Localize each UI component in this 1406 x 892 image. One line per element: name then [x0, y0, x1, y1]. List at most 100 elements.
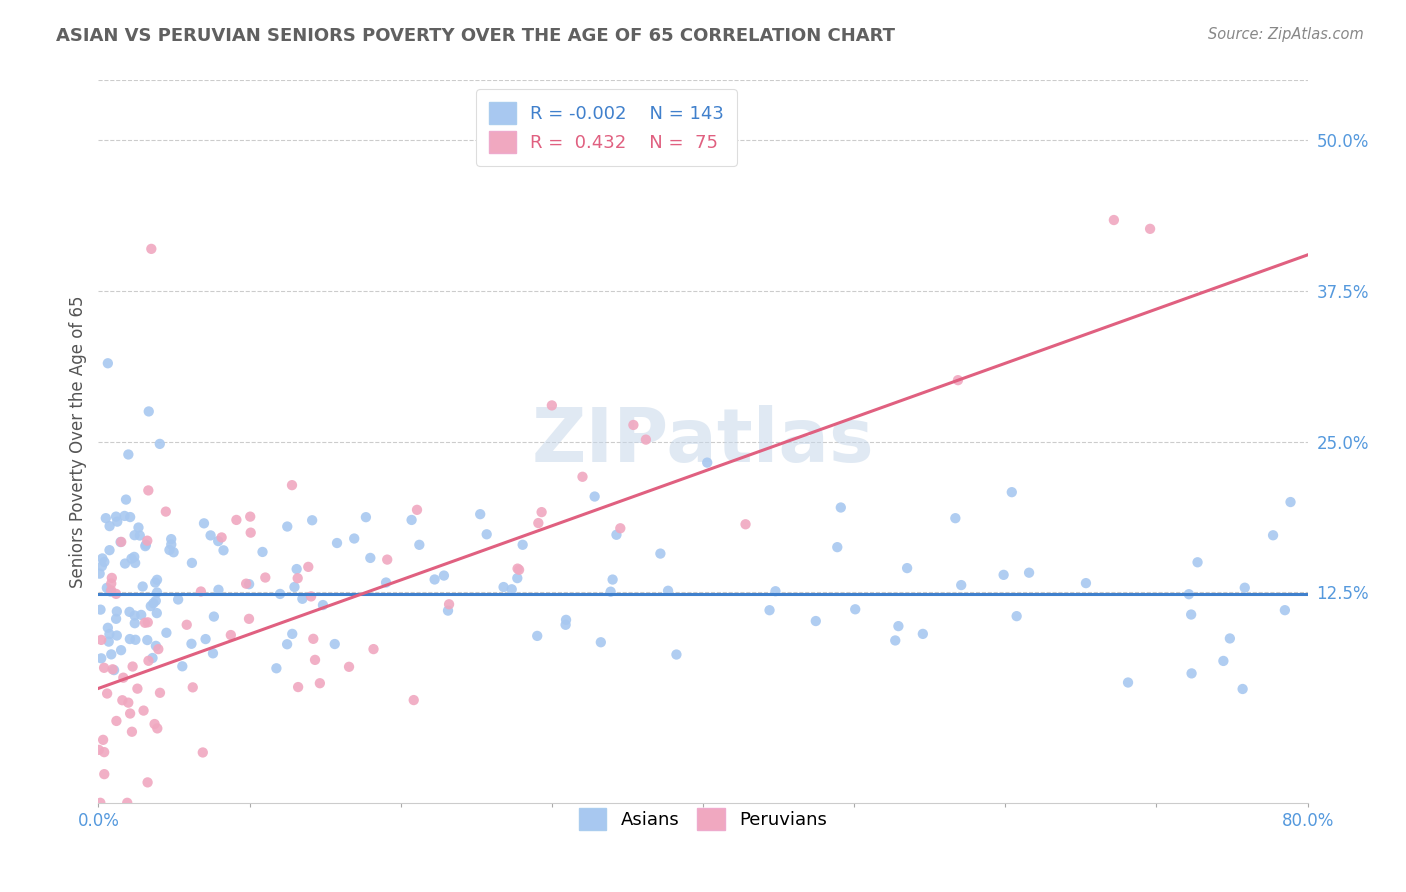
Point — [100, 576, 122, 591]
Point — [193, 516, 215, 531]
Text: ASIAN VS PERUVIAN SENIORS POVERTY OVER THE AGE OF 65 CORRELATION CHART: ASIAN VS PERUVIAN SENIORS POVERTY OVER T… — [56, 27, 896, 45]
Point — [555, 613, 578, 627]
Point — [124, 556, 146, 570]
Point — [117, 447, 139, 461]
Point — [299, 590, 322, 604]
Point — [266, 661, 288, 675]
Point — [93, 555, 115, 569]
Point — [89, 796, 111, 810]
Point — [190, 584, 212, 599]
Point — [621, 417, 644, 432]
Point — [326, 536, 349, 550]
Point — [1261, 528, 1284, 542]
Point — [124, 616, 146, 631]
Point — [302, 632, 325, 646]
Point — [312, 598, 335, 612]
Point — [827, 540, 849, 554]
Point — [1102, 213, 1125, 227]
Point — [1074, 576, 1097, 591]
Point — [135, 538, 157, 552]
Point — [128, 528, 150, 542]
Point — [149, 437, 172, 451]
Point — [101, 662, 124, 676]
Point — [194, 632, 217, 646]
Point — [90, 559, 112, 574]
Point — [1232, 681, 1254, 696]
Point — [433, 568, 456, 582]
Point — [1212, 654, 1234, 668]
Point — [167, 592, 190, 607]
Point — [804, 614, 827, 628]
Point — [146, 585, 169, 599]
Point — [297, 559, 319, 574]
Point — [211, 531, 233, 545]
Point — [437, 604, 460, 618]
Point — [89, 566, 111, 581]
Point — [650, 547, 672, 561]
Point — [993, 567, 1015, 582]
Point — [105, 714, 128, 728]
Point — [281, 478, 304, 492]
Point — [124, 632, 146, 647]
Point — [402, 693, 425, 707]
Point — [589, 635, 612, 649]
Point — [93, 767, 115, 781]
Point — [605, 528, 627, 542]
Point — [145, 639, 167, 653]
Point — [110, 535, 132, 549]
Point — [207, 534, 229, 549]
Point — [145, 594, 167, 608]
Point — [375, 552, 398, 566]
Point — [180, 637, 202, 651]
Point — [105, 612, 128, 626]
Point — [276, 637, 298, 651]
Point — [94, 511, 117, 525]
Point — [239, 525, 262, 540]
Point — [287, 680, 309, 694]
Point — [93, 661, 115, 675]
Point — [136, 533, 159, 548]
Point — [143, 575, 166, 590]
Point — [219, 628, 242, 642]
Point — [408, 538, 430, 552]
Point — [89, 602, 111, 616]
Point — [98, 519, 121, 533]
Point — [254, 570, 277, 584]
Point — [343, 532, 366, 546]
Point — [285, 562, 308, 576]
Point — [239, 509, 262, 524]
Point — [830, 500, 852, 515]
Point — [162, 545, 184, 559]
Point — [121, 551, 143, 566]
Point — [423, 573, 446, 587]
Point — [506, 561, 529, 575]
Point — [1116, 675, 1139, 690]
Point — [304, 653, 326, 667]
Point — [155, 625, 177, 640]
Point — [118, 605, 141, 619]
Point — [665, 648, 688, 662]
Point — [1279, 495, 1302, 509]
Point — [583, 490, 606, 504]
Point — [475, 527, 498, 541]
Point — [470, 507, 492, 521]
Point — [111, 693, 134, 707]
Point — [155, 505, 177, 519]
Point — [176, 617, 198, 632]
Point — [734, 517, 756, 532]
Point — [131, 580, 153, 594]
Point — [115, 492, 138, 507]
Point — [96, 686, 118, 700]
Point — [118, 632, 141, 646]
Point — [172, 659, 194, 673]
Point — [758, 603, 780, 617]
Point — [149, 686, 172, 700]
Point — [146, 606, 169, 620]
Point — [765, 584, 787, 599]
Point — [98, 627, 121, 641]
Point — [634, 433, 657, 447]
Point — [202, 609, 225, 624]
Point — [159, 543, 181, 558]
Point — [112, 671, 135, 685]
Point — [105, 515, 128, 529]
